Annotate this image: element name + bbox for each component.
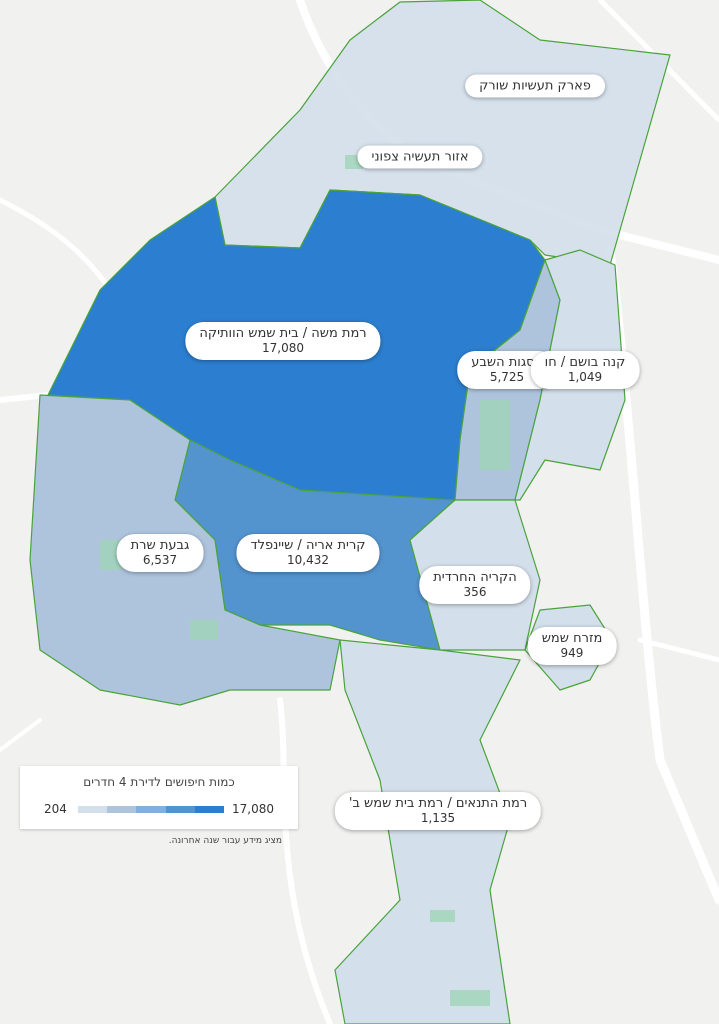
neighborhood-name: קרית אריה / שיינפלד: [250, 538, 366, 553]
neighborhood-value: 10,432: [287, 553, 329, 567]
neighborhood-name: רמת משה / בית שמש הוותיקה: [199, 326, 367, 341]
legend-swatch: [136, 806, 166, 813]
legend-swatch: [78, 806, 108, 813]
area-ramat-hatanaim[interactable]: [334, 639, 521, 1024]
neighborhood-value: 6,537: [142, 553, 178, 567]
neighborhood-label[interactable]: הקריה החרדית 356: [419, 566, 531, 604]
legend-min: 204: [44, 802, 67, 816]
neighborhood-polygons: [29, 0, 671, 1024]
legend-swatch: [194, 806, 225, 813]
neighborhood-value: 1,049: [567, 370, 603, 384]
neighborhood-value: 17,080: [262, 341, 304, 355]
neighborhood-label[interactable]: קרית אריה / שיינפלד 10,432: [236, 534, 380, 572]
neighborhood-value: 1,135: [420, 811, 456, 825]
neighborhood-label[interactable]: פארק תעשיות שורק: [465, 74, 605, 98]
neighborhood-value: 356: [463, 585, 487, 599]
legend-color-scale: [78, 806, 225, 813]
neighborhood-label[interactable]: מזרח שמש 949: [527, 627, 617, 665]
legend-swatch: [107, 806, 137, 813]
neighborhood-name: מזרח שמש: [541, 631, 603, 646]
neighborhood-label[interactable]: קנה בושם / חו 1,049: [530, 351, 640, 389]
neighborhood-label[interactable]: אזור תעשיה צפוני: [357, 145, 483, 169]
neighborhood-value: 949: [560, 646, 584, 660]
neighborhood-label[interactable]: גבעת שרת 6,537: [116, 534, 204, 572]
neighborhood-name: פסגות השבע: [471, 355, 543, 370]
neighborhood-name: קנה בושם / חו: [544, 355, 626, 370]
neighborhood-name: רמת התנאים / רמת בית שמש ב': [348, 796, 528, 811]
neighborhood-value: 5,725: [489, 370, 525, 384]
legend-swatch: [165, 806, 195, 813]
parks: [100, 155, 510, 1006]
neighborhood-name: גבעת שרת: [130, 538, 190, 553]
legend-max: 17,080: [232, 802, 274, 816]
legend-title: כמות חיפושים לדירת 4 חדרים: [83, 775, 235, 789]
neighborhood-label[interactable]: רמת התנאים / רמת בית שמש ב' 1,135: [334, 792, 542, 830]
neighborhood-name: פארק תעשיות שורק: [479, 78, 591, 94]
neighborhood-label[interactable]: רמת משה / בית שמש הוותיקה 17,080: [185, 322, 381, 360]
neighborhood-name: אזור תעשיה צפוני: [371, 149, 469, 165]
legend: כמות חיפושים לדירת 4 חדרים 204 17,080: [20, 766, 298, 829]
neighborhood-name: הקריה החרדית: [433, 570, 517, 585]
legend-note: מציג מידע עבור שנה אחרונה.: [168, 836, 282, 846]
